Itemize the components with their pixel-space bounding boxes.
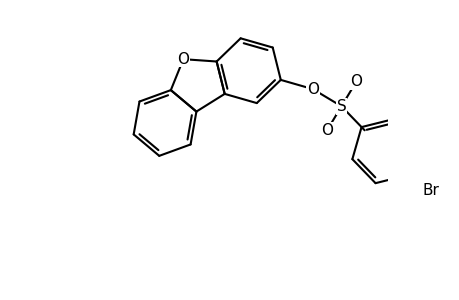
Text: O: O bbox=[320, 123, 332, 138]
Text: O: O bbox=[177, 52, 189, 67]
Text: O: O bbox=[349, 74, 361, 89]
Text: S: S bbox=[336, 99, 346, 114]
Text: Br: Br bbox=[422, 183, 439, 198]
Text: O: O bbox=[306, 82, 318, 97]
